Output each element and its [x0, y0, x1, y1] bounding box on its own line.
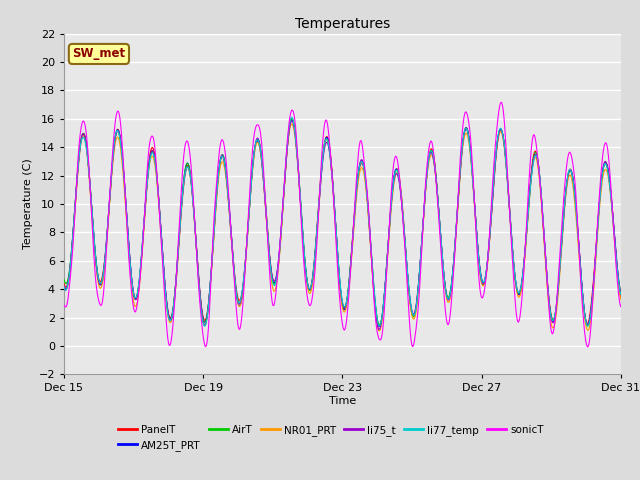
NR01_PRT: [60, 283, 68, 289]
sonicT: [255, 124, 263, 130]
sonicT: [400, 228, 408, 234]
li75_t: [125, 249, 133, 254]
li77_temp: [277, 229, 285, 235]
NR01_PRT: [255, 143, 263, 149]
AM25T_PRT: [288, 117, 296, 123]
AirT: [584, 323, 591, 329]
AM25T_PRT: [433, 179, 440, 185]
Legend: PanelT, AM25T_PRT, AirT, NR01_PRT, li75_t, li77_temp, sonicT: PanelT, AM25T_PRT, AirT, NR01_PRT, li75_…: [114, 420, 548, 455]
AM25T_PRT: [276, 238, 284, 244]
sonicT: [497, 99, 505, 105]
Y-axis label: Temperature (C): Temperature (C): [23, 158, 33, 250]
AM25T_PRT: [401, 243, 409, 249]
PanelT: [276, 240, 284, 246]
li77_temp: [617, 292, 625, 298]
Line: AirT: AirT: [64, 119, 621, 326]
PanelT: [376, 323, 383, 329]
PanelT: [288, 116, 296, 122]
PanelT: [255, 140, 263, 146]
Line: PanelT: PanelT: [64, 119, 621, 326]
AirT: [432, 169, 440, 175]
PanelT: [125, 250, 133, 256]
AM25T_PRT: [228, 238, 236, 243]
sonicT: [276, 237, 284, 242]
li75_t: [60, 283, 68, 288]
Line: li75_t: li75_t: [64, 120, 621, 330]
sonicT: [584, 344, 591, 350]
NR01_PRT: [433, 181, 440, 187]
AM25T_PRT: [375, 324, 383, 329]
Text: SW_met: SW_met: [72, 48, 125, 60]
sonicT: [228, 240, 236, 245]
PanelT: [60, 281, 68, 287]
li75_t: [228, 240, 236, 246]
PanelT: [401, 240, 409, 245]
AirT: [288, 116, 296, 121]
li75_t: [288, 118, 296, 123]
AirT: [401, 233, 408, 239]
li75_t: [276, 237, 284, 242]
AirT: [255, 139, 263, 145]
Line: NR01_PRT: NR01_PRT: [64, 124, 621, 331]
AirT: [276, 240, 284, 246]
AirT: [617, 289, 625, 295]
li77_temp: [125, 250, 133, 256]
li77_temp: [201, 324, 209, 329]
NR01_PRT: [401, 243, 409, 249]
PanelT: [228, 237, 236, 242]
X-axis label: Time: Time: [329, 396, 356, 406]
AirT: [60, 276, 68, 282]
NR01_PRT: [125, 258, 133, 264]
Line: li77_temp: li77_temp: [64, 118, 621, 326]
NR01_PRT: [276, 243, 284, 249]
li75_t: [375, 327, 383, 333]
sonicT: [125, 263, 133, 268]
li75_t: [433, 180, 440, 186]
li75_t: [401, 242, 409, 248]
li77_temp: [288, 115, 296, 120]
sonicT: [617, 304, 625, 310]
Line: sonicT: sonicT: [64, 102, 621, 347]
li77_temp: [401, 240, 409, 246]
sonicT: [431, 164, 439, 169]
Line: AM25T_PRT: AM25T_PRT: [64, 120, 621, 326]
PanelT: [617, 294, 625, 300]
li77_temp: [256, 144, 264, 150]
AirT: [228, 239, 236, 245]
li77_temp: [60, 284, 68, 289]
NR01_PRT: [228, 241, 236, 247]
AM25T_PRT: [125, 249, 133, 255]
AM25T_PRT: [255, 142, 263, 148]
NR01_PRT: [288, 121, 296, 127]
NR01_PRT: [375, 328, 383, 334]
AirT: [125, 254, 133, 260]
li75_t: [255, 139, 263, 145]
sonicT: [60, 302, 68, 308]
PanelT: [433, 178, 440, 184]
AM25T_PRT: [617, 291, 625, 297]
AM25T_PRT: [60, 284, 68, 290]
li75_t: [617, 290, 625, 296]
li77_temp: [433, 180, 440, 185]
NR01_PRT: [617, 297, 625, 302]
li77_temp: [228, 249, 236, 254]
Title: Temperatures: Temperatures: [295, 17, 390, 31]
